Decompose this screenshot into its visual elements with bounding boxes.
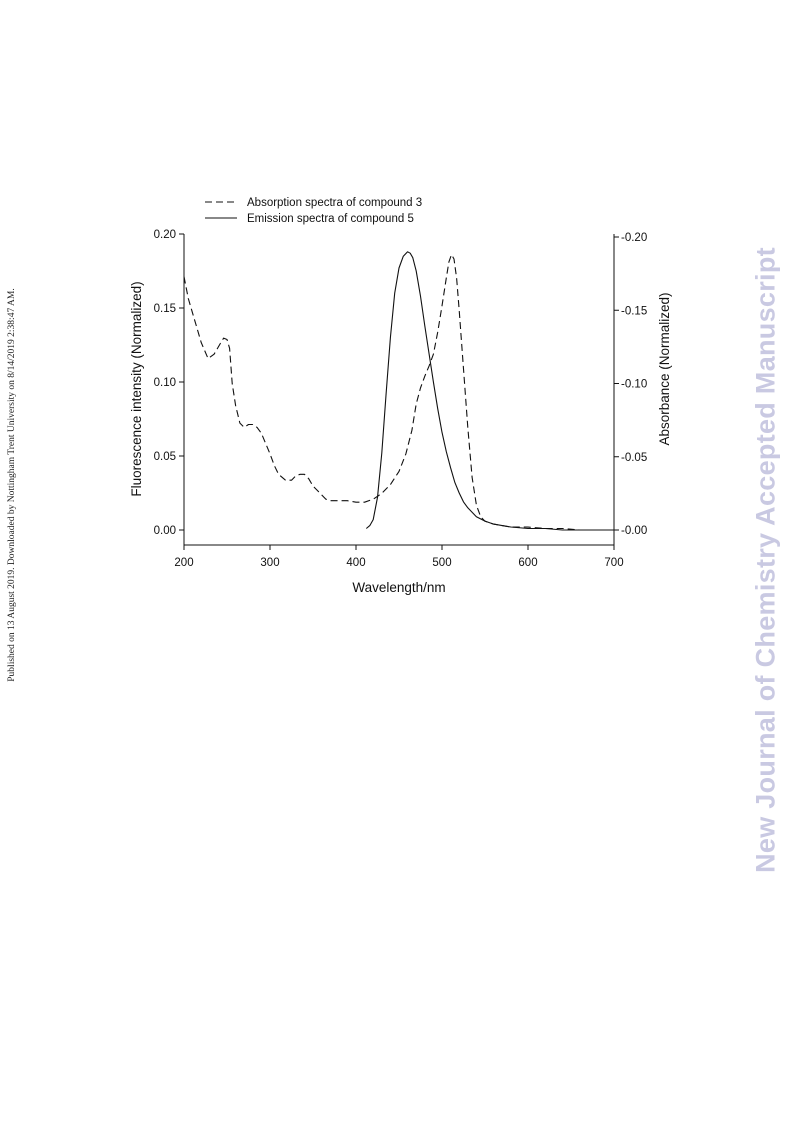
x-tick-label-400: 400 xyxy=(346,557,365,569)
x-tick-label-600: 600 xyxy=(518,557,537,569)
right-tick-label-0.10: -0.10 xyxy=(621,379,647,391)
x-axis-label: Wavelength/nm xyxy=(352,580,445,595)
right-tick-label-0.20: -0.20 xyxy=(621,232,647,244)
x-axis-ticks: 200 300 400 500 600 700 xyxy=(174,545,624,569)
right-axis-ticks: -0.00 -0.05 -0.10 -0.15 -0.20 xyxy=(614,232,647,537)
x-tick-label-300: 300 xyxy=(260,557,279,569)
x-tick-label-500: 500 xyxy=(432,557,451,569)
right-tick-label-0.15: -0.15 xyxy=(621,305,647,317)
left-tick-label-0.00: 0.00 xyxy=(154,525,176,537)
x-tick-label-700: 700 xyxy=(604,557,623,569)
right-axis-label: Absorbance (Normalized) xyxy=(657,292,672,445)
legend-label-emission: Emission spectra of compound 5 xyxy=(247,213,414,225)
left-axis-ticks: 0.00 0.05 0.10 0.15 0.20 xyxy=(154,229,184,537)
left-tick-label-0.05: 0.05 xyxy=(154,451,176,463)
right-tick-label-0.00: -0.00 xyxy=(621,525,647,537)
series-layer xyxy=(183,251,614,531)
right-tick-label-0.05: -0.05 xyxy=(621,452,647,464)
legend: Absorption spectra of compound 3 Emissio… xyxy=(205,197,422,225)
absorption-series-line xyxy=(183,254,614,531)
left-tick-label-0.20: 0.20 xyxy=(154,229,176,241)
left-tick-label-0.10: 0.10 xyxy=(154,377,176,389)
left-tick-label-0.15: 0.15 xyxy=(154,303,176,315)
x-tick-label-200: 200 xyxy=(174,557,193,569)
left-axis-label: Fluorescence intensity (Normalized) xyxy=(129,281,144,496)
emission-series-line xyxy=(365,251,614,531)
legend-label-absorption: Absorption spectra of compound 3 xyxy=(247,197,422,209)
